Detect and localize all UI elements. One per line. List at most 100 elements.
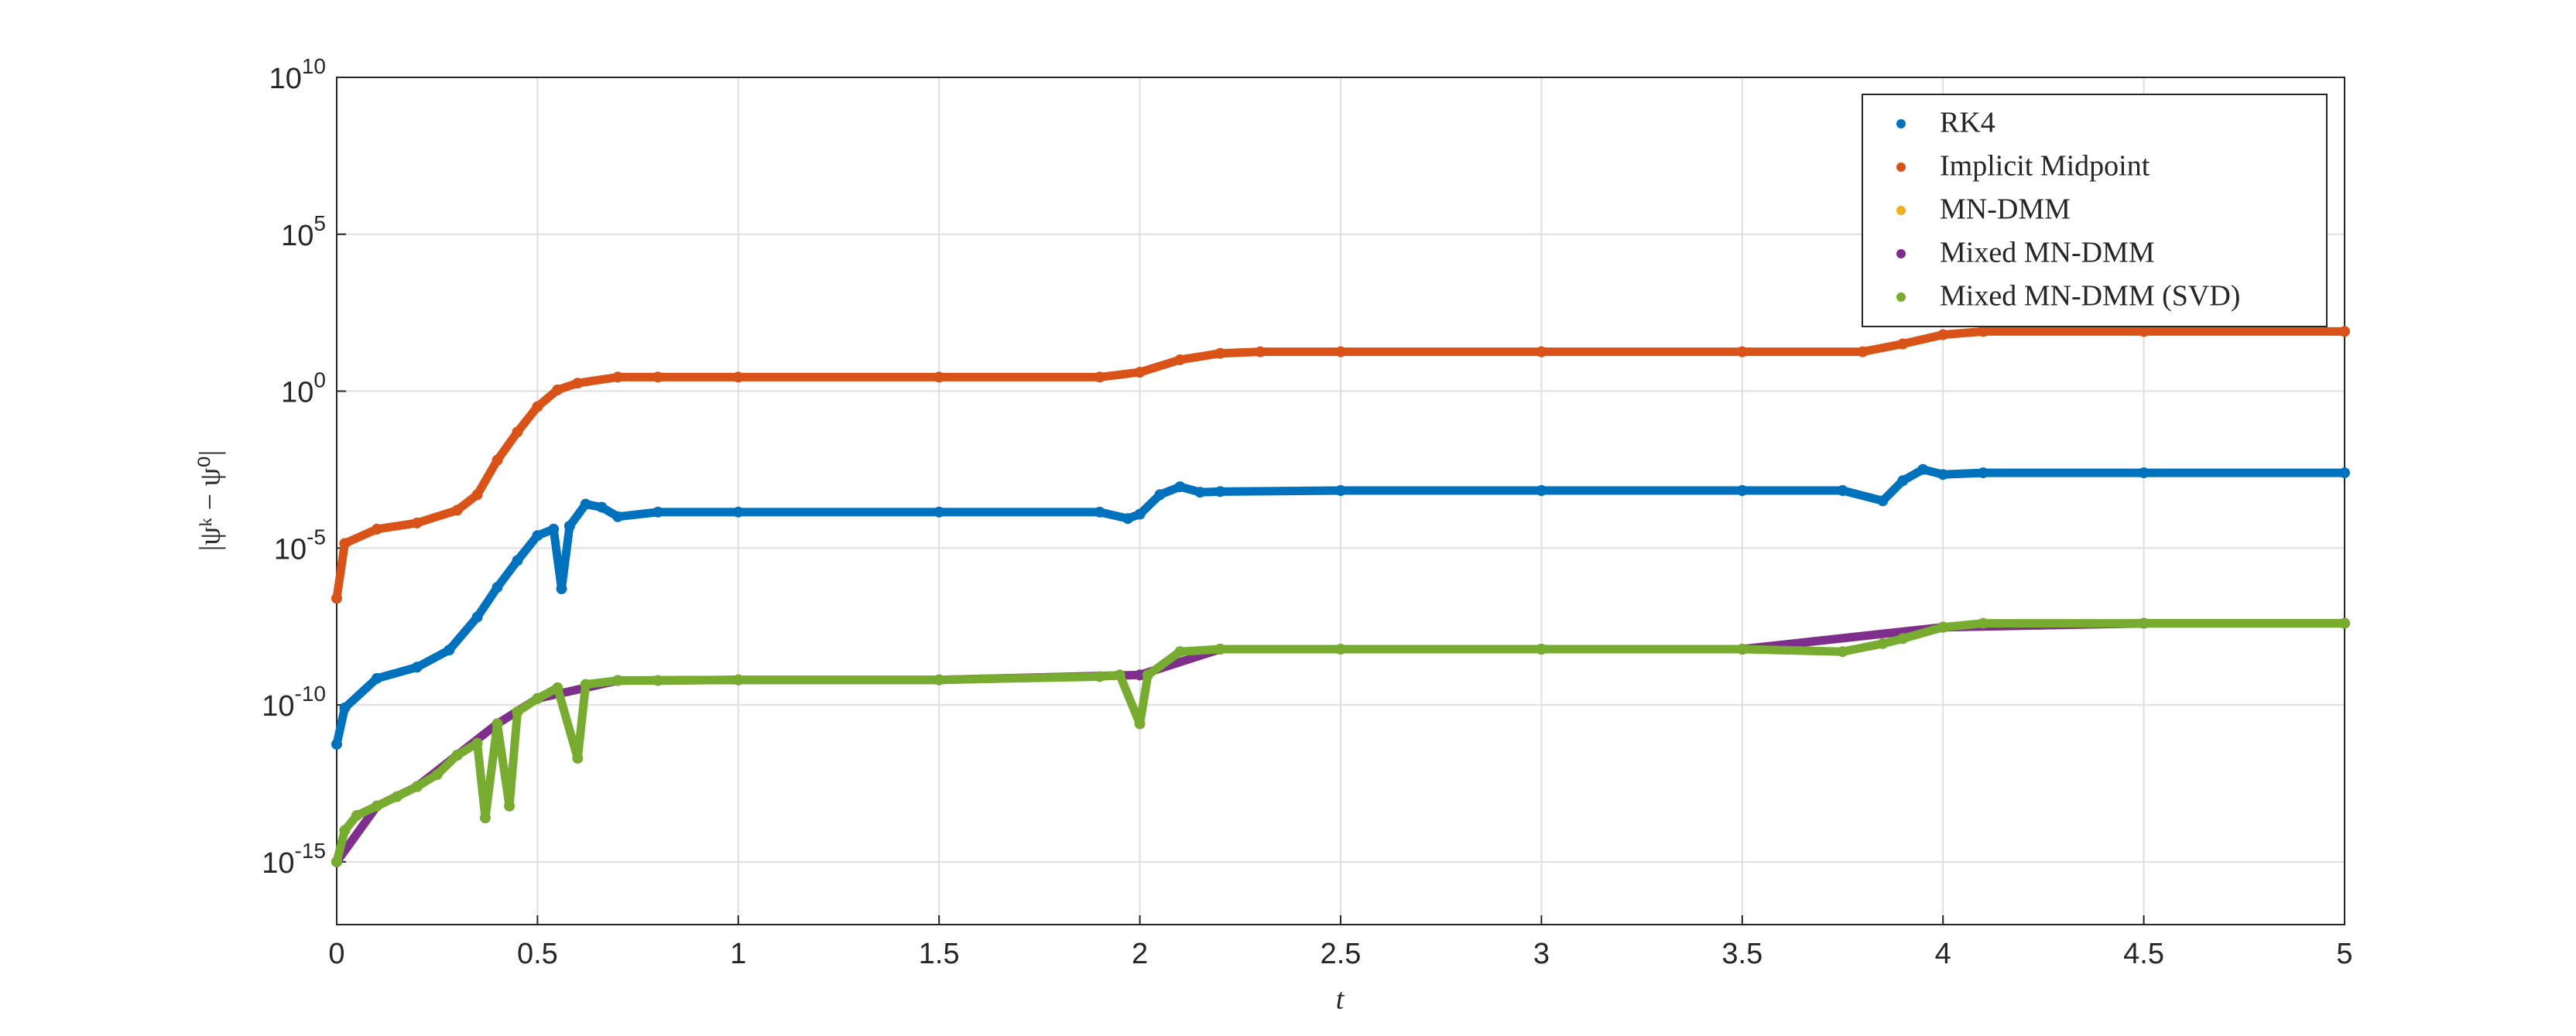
point <box>1937 621 1949 633</box>
legend-label: Implicit Midpoint <box>1940 150 2150 183</box>
point <box>391 791 402 802</box>
point <box>2339 326 2350 337</box>
legend-marker <box>1896 206 1906 215</box>
point <box>653 675 664 686</box>
point <box>1174 354 1186 365</box>
point <box>1214 347 1226 359</box>
point <box>1917 463 1929 475</box>
point <box>1094 371 1105 383</box>
point <box>732 674 744 686</box>
point <box>1877 638 1889 649</box>
legend-label: MN-DMM <box>1940 193 2071 226</box>
x-tick-label: 1 <box>730 938 746 970</box>
legend-box <box>1862 94 2328 327</box>
x-tick-label: 2 <box>1132 938 1148 970</box>
point <box>471 489 483 501</box>
point <box>532 530 543 542</box>
legend-label: RK4 <box>1940 107 1995 139</box>
point <box>933 371 945 383</box>
point <box>596 501 608 513</box>
legend-marker <box>1896 249 1906 258</box>
x-tick-label: 0.5 <box>517 938 558 970</box>
point <box>411 517 423 528</box>
point <box>2339 467 2350 479</box>
point <box>532 692 543 704</box>
point <box>1114 669 1125 681</box>
point <box>1214 643 1226 655</box>
point <box>556 583 567 595</box>
point <box>471 737 483 749</box>
point <box>371 672 382 684</box>
point <box>479 812 491 824</box>
point <box>1174 481 1186 493</box>
point <box>1536 485 1547 497</box>
point <box>572 753 584 764</box>
legend-marker <box>1896 119 1906 128</box>
x-tick-label: 5 <box>2336 938 2352 970</box>
point <box>1736 346 1748 357</box>
point <box>1937 469 1949 480</box>
point <box>331 856 342 867</box>
x-tick-label: 3 <box>1533 938 1550 970</box>
point <box>1897 633 1909 645</box>
point <box>411 781 423 792</box>
point <box>339 538 351 549</box>
point <box>371 800 382 812</box>
point <box>653 506 664 518</box>
point <box>1122 513 1134 525</box>
point <box>1255 346 1266 357</box>
y-axis-label: |ψᵏ − ψ⁰| <box>194 450 227 551</box>
point <box>471 611 483 623</box>
point <box>2138 467 2150 479</box>
point <box>1978 467 1989 479</box>
point <box>1194 487 1206 498</box>
axes-box <box>336 77 2345 925</box>
point <box>933 674 945 686</box>
point <box>1978 326 1989 337</box>
point <box>1736 643 1748 655</box>
point <box>1736 485 1748 497</box>
point <box>1536 346 1547 357</box>
x-tick-label: 3.5 <box>1721 938 1762 970</box>
series <box>331 617 2350 867</box>
point <box>1837 646 1848 658</box>
point <box>653 371 664 383</box>
point <box>1094 671 1105 682</box>
legend-label: Mixed MN-DMM (SVD) <box>1940 280 2240 313</box>
point <box>2138 326 2150 337</box>
point <box>339 703 351 714</box>
point <box>552 682 564 694</box>
y-tick-label: 10-15 <box>262 839 326 880</box>
point <box>1897 475 1909 487</box>
point <box>1837 485 1848 497</box>
point <box>732 371 744 383</box>
point <box>612 675 624 686</box>
point <box>552 384 564 395</box>
x-tick-label: 4.5 <box>2123 938 2164 970</box>
point <box>548 523 560 535</box>
point <box>572 378 584 389</box>
point <box>331 738 342 750</box>
point <box>351 809 362 821</box>
point <box>1536 643 1547 655</box>
point <box>580 498 591 510</box>
point <box>1937 329 1949 340</box>
x-tick-label: 1.5 <box>919 938 960 970</box>
legend-marker <box>1896 292 1906 302</box>
point <box>1094 506 1105 518</box>
y-tick-label: 105 <box>281 211 326 252</box>
point <box>1142 669 1153 681</box>
point <box>1335 346 1346 357</box>
point <box>1335 485 1346 497</box>
point <box>1978 617 1989 629</box>
point <box>1335 643 1346 655</box>
legend-marker <box>1896 162 1906 172</box>
y-tick-label: 1010 <box>269 54 326 95</box>
point <box>1897 338 1909 350</box>
point <box>492 718 503 730</box>
point <box>1154 489 1166 501</box>
point <box>612 511 624 522</box>
point <box>532 401 543 412</box>
point <box>1134 508 1146 520</box>
